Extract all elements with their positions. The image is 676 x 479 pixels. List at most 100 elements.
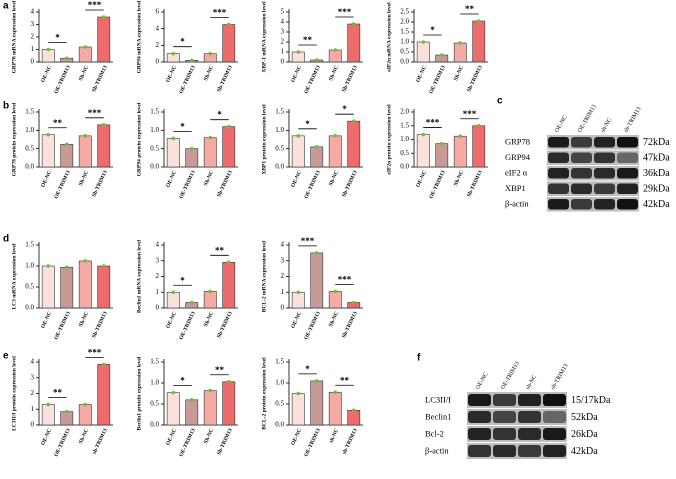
- y-tick-label: 1.5: [400, 121, 409, 129]
- y-tick-label: 1: [281, 48, 285, 56]
- bar: [291, 393, 305, 426]
- x-tick-label: Sh-NC: [203, 311, 215, 328]
- significance-label: **: [53, 118, 63, 128]
- bar: [347, 120, 361, 168]
- y-tick-label: 0.0: [25, 163, 34, 171]
- bar: [291, 135, 305, 168]
- bar: [97, 124, 111, 168]
- y-tick-label: 2: [31, 389, 35, 397]
- y-tick-label: 0: [31, 58, 35, 66]
- bar-dot: [351, 300, 356, 305]
- molecular-weight: 72kDa: [643, 137, 670, 148]
- y-tick-label: 1.5: [275, 358, 284, 366]
- bar-dot: [64, 409, 69, 414]
- y-tick-label: 4: [156, 24, 160, 32]
- lane-label: OE-TRIM13: [577, 104, 598, 134]
- protein-name: Beclin1: [425, 411, 451, 421]
- x-tick-label: OE-NC: [165, 428, 178, 447]
- bar-dot: [226, 260, 231, 265]
- x-tick-label: Sh-NC: [78, 65, 90, 82]
- bar: [435, 143, 449, 168]
- y-tick-label: 0.0: [25, 304, 34, 312]
- panel-letter: c: [497, 96, 503, 107]
- bar: [472, 125, 486, 168]
- bar-dot: [421, 40, 426, 44]
- significance-label: *: [430, 25, 435, 35]
- bar: [347, 409, 361, 426]
- blot-strip: [547, 135, 639, 150]
- bar: [185, 148, 199, 168]
- y-tick-label: 1.5: [150, 108, 159, 116]
- bar-dot: [226, 379, 231, 384]
- y-tick-label: 1.0: [25, 262, 34, 270]
- protein-name: β-actin: [425, 445, 449, 455]
- blot-band: [468, 445, 491, 457]
- bar-dot: [46, 264, 51, 268]
- y-axis-label: GRP94 protein expression level: [136, 102, 142, 176]
- lane-label: OE-NC: [554, 115, 568, 134]
- blot-band: [548, 137, 569, 148]
- y-tick-label: 0.5: [275, 400, 284, 408]
- bar-dot: [208, 388, 213, 393]
- bar: [60, 411, 74, 426]
- x-tick-label: OE-NC: [165, 170, 178, 189]
- panel-letter: d: [3, 234, 9, 245]
- bar-dot: [226, 124, 231, 129]
- bar-dot: [439, 141, 444, 146]
- blot-band: [543, 411, 566, 423]
- blot-band: [518, 394, 541, 406]
- protein-name: eIF2 α: [505, 168, 528, 178]
- blot-strip: [547, 181, 639, 196]
- protein-name: GRP78: [505, 137, 530, 147]
- significance-label: ***: [426, 118, 440, 128]
- bar-dot: [333, 134, 338, 138]
- x-tick-label: OE-NC: [165, 65, 178, 84]
- lane-label: sh-TRIM13: [623, 106, 642, 134]
- bar-dot: [189, 58, 194, 63]
- blot-band: [594, 168, 615, 179]
- x-tick-label: OE-NC: [415, 170, 428, 189]
- bar-dot: [83, 402, 88, 407]
- x-tick-label: Sh-NC: [203, 170, 215, 187]
- x-tick-label: Sh-TRIM13: [216, 170, 234, 199]
- y-axis-label: GRP78 protein expression level: [11, 102, 17, 176]
- significance-label: ***: [338, 275, 352, 285]
- y-tick-label: 4: [31, 358, 35, 366]
- blot-band: [548, 183, 569, 194]
- x-tick-label: OE-NC: [415, 65, 428, 84]
- x-tick-label: OE-TRIM13: [53, 170, 71, 200]
- bar: [453, 42, 467, 63]
- y-tick-label: 1: [31, 45, 35, 53]
- x-tick-label: Sh-NC: [78, 311, 90, 328]
- bar-dot: [226, 22, 231, 27]
- x-tick-label: Sh-NC: [328, 170, 340, 187]
- lane-label: sh-NC: [600, 117, 613, 134]
- blot-band: [543, 428, 566, 440]
- blot-band: [548, 152, 569, 163]
- x-tick-label: Sh-TRIM13: [91, 65, 109, 94]
- y-axis-label: Beclin1 mRNA expression level: [136, 239, 142, 313]
- y-tick-label: 1.0: [400, 38, 409, 46]
- significance-label: **: [465, 4, 475, 14]
- significance-label: *: [180, 376, 185, 386]
- y-axis-label: eIF2α protein expression level: [386, 104, 392, 175]
- lane-label: OE-NC: [475, 372, 489, 391]
- blot-band: [617, 183, 638, 194]
- molecular-weight: 52kDa: [571, 412, 598, 423]
- y-axis-label: GRP78 mRNA expression level: [11, 0, 17, 73]
- molecular-weight: 36kDa: [643, 168, 670, 179]
- significance-label: **: [303, 35, 313, 45]
- bar: [328, 291, 342, 309]
- bar-dot: [333, 289, 338, 294]
- significance-label: **: [215, 365, 225, 375]
- bar: [166, 291, 180, 309]
- bar: [97, 364, 111, 426]
- significance-label: *: [55, 33, 60, 43]
- bar: [166, 392, 180, 426]
- bar-dot: [101, 15, 106, 19]
- x-tick-label: Sh-TRIM13: [341, 311, 359, 340]
- blot-strip: [467, 426, 567, 442]
- blot-band: [493, 428, 516, 440]
- x-tick-label: Sh-TRIM13: [91, 170, 109, 199]
- blot-band: [617, 199, 638, 210]
